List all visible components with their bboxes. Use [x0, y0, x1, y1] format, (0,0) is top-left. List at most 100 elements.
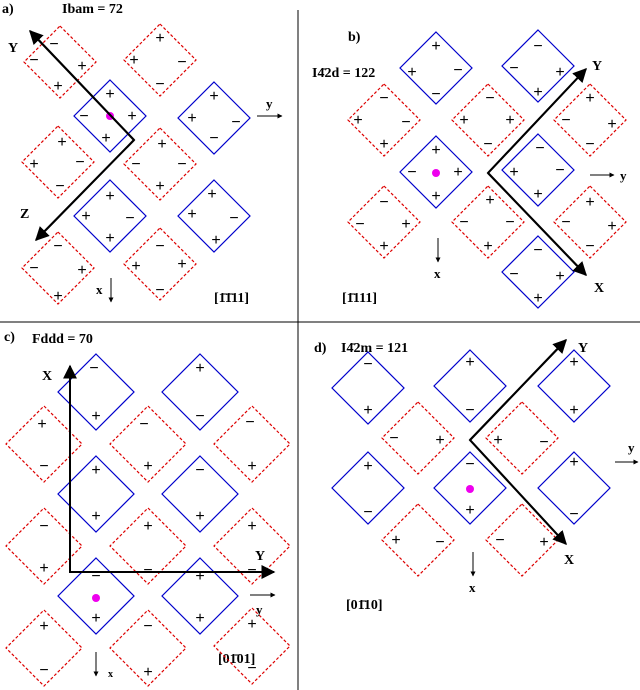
plus-sign: +: [483, 238, 492, 255]
small-axis-label-x: x: [96, 282, 103, 297]
plus-sign: +: [465, 354, 474, 371]
plus-sign: +: [505, 112, 514, 129]
panel-c: c) Fddd = 70 [01̄01] −++−+−−+−+++−+−++−+…: [4, 330, 291, 687]
dashed-diamond: +−: [213, 607, 291, 685]
plus-sign: +: [105, 86, 114, 103]
minus-sign: −: [505, 214, 514, 231]
minus-sign: −: [53, 238, 62, 255]
axis-Z-arrow: [35, 139, 135, 241]
solid-diamond: +−−+: [501, 133, 575, 207]
dashed-diamond: +−+−: [451, 83, 525, 157]
minus-sign: −: [509, 60, 518, 77]
plus-sign: +: [81, 208, 90, 225]
minus-sign: −: [509, 266, 518, 283]
dashed-diamond: −+: [381, 401, 455, 475]
minus-sign: −: [195, 462, 204, 479]
dashed-diamond: −+−+: [451, 185, 525, 259]
axis-Y-arrow: [487, 67, 587, 174]
panel-a-index: [1̄1̄11]: [214, 291, 249, 306]
plus-sign: +: [431, 38, 440, 55]
panel-d: d) I4̄2m = 121 [01̄10] −++−++− + + −+−−++−+…: [314, 338, 639, 613]
plus-sign: +: [91, 462, 100, 479]
minus-sign: −: [561, 214, 570, 231]
small-axis-label-y: y: [628, 440, 635, 455]
plus-sign: +: [435, 432, 444, 449]
minus-sign: −: [177, 54, 186, 71]
panel-b-index: [1̄111]: [342, 291, 377, 306]
minus-sign: −: [435, 534, 444, 551]
dashed-diamond: +−: [5, 609, 83, 687]
solid-diamond: +−: [331, 451, 405, 525]
axis-label-Y: Y: [578, 341, 588, 356]
plus-sign: +: [569, 354, 578, 371]
small-axis-label-y: y: [256, 602, 263, 617]
plus-sign: +: [569, 454, 578, 471]
minus-sign: −: [39, 662, 48, 679]
plus-sign: +: [155, 30, 164, 47]
plus-sign: +: [195, 360, 204, 377]
minus-sign: −: [209, 130, 218, 147]
minus-sign: −: [75, 154, 84, 171]
axis-label-X: X: [564, 553, 574, 568]
axis-label-Y: Y: [255, 549, 265, 564]
minus-sign: −: [401, 114, 410, 131]
plus-sign: +: [533, 290, 542, 307]
center-dot: [432, 169, 440, 177]
minus-sign: −: [143, 562, 152, 579]
plus-sign: +: [459, 112, 468, 129]
minus-sign: −: [155, 282, 164, 299]
minus-sign: −: [533, 38, 542, 55]
plus-sign: +: [157, 136, 166, 153]
panel-a: a) Ibam = 72 [1̄1̄11] −−++++−−−+++++−−++…: [2, 2, 283, 306]
plus-sign: +: [187, 206, 196, 223]
solid-diamond: −−++: [501, 29, 575, 103]
minus-sign: −: [407, 164, 416, 181]
plus-sign: +: [379, 238, 388, 255]
plus-sign: +: [39, 560, 48, 577]
panel-d-title: I4̄2m = 121: [341, 341, 408, 356]
small-axis-label-x: x: [469, 580, 476, 595]
plus-sign: +: [37, 416, 46, 433]
minus-sign: −: [247, 660, 256, 677]
dashed-diamond: +−: [213, 507, 291, 585]
minus-sign: −: [389, 430, 398, 447]
solid-diamond: −−++: [501, 235, 575, 309]
plus-sign: +: [247, 616, 256, 633]
axis-X-arrow: [487, 172, 587, 277]
dashed-diamond: ++−−: [21, 125, 95, 199]
minus-sign: −: [131, 156, 140, 173]
axis-X-arrow: [469, 439, 567, 546]
plus-sign: +: [143, 518, 152, 535]
minus-sign: −: [431, 86, 440, 103]
minus-sign: −: [139, 416, 148, 433]
plus-sign: +: [353, 112, 362, 129]
panel-b: b) I4̄2d = 122 [1̄111] ++−−−−+++−−++−+−−…: [312, 29, 627, 309]
plus-sign: +: [509, 164, 518, 181]
plus-sign: +: [195, 508, 204, 525]
minus-sign: −: [561, 112, 570, 129]
minus-sign: −: [379, 194, 388, 211]
solid-diamond: ++: [537, 349, 611, 423]
plus-sign: +: [77, 58, 86, 75]
axis-label-Y: Y: [592, 59, 602, 74]
minus-sign: −: [569, 506, 578, 523]
plus-sign: +: [53, 78, 62, 95]
dashed-diamond: −++−: [553, 185, 627, 259]
panel-a-label: a): [2, 2, 14, 17]
minus-sign: −: [355, 216, 364, 233]
plus-sign: +: [127, 108, 136, 125]
plus-sign: +: [363, 458, 372, 475]
plus-sign: +: [533, 84, 542, 101]
plus-sign: +: [91, 610, 100, 627]
minus-sign: −: [155, 238, 164, 255]
solid-diamond: +−: [161, 353, 239, 431]
minus-sign: −: [495, 532, 504, 549]
minus-sign: −: [363, 504, 372, 521]
plus-sign: +: [29, 156, 38, 173]
small-axis-label-x: x: [434, 266, 441, 281]
plus-sign: +: [91, 508, 100, 525]
minus-sign: −: [29, 260, 38, 277]
plus-sign: +: [607, 218, 616, 235]
axis-label-X: X: [42, 369, 52, 384]
